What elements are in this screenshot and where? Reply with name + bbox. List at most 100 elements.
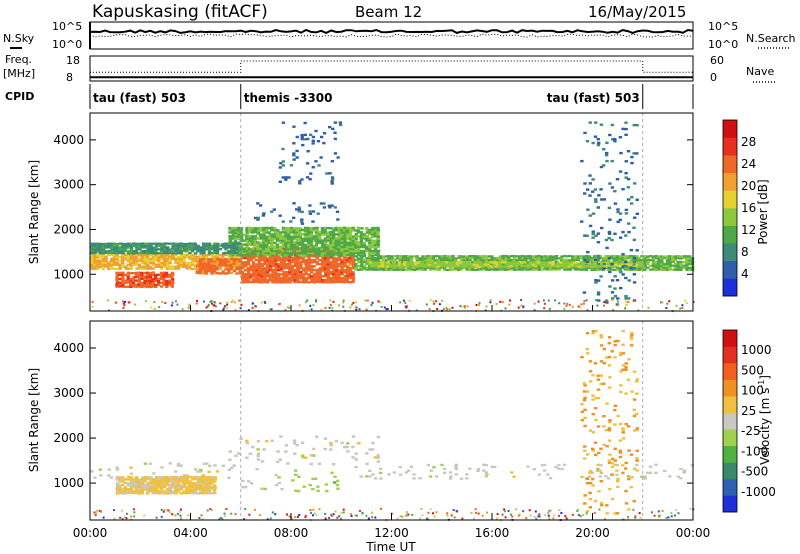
power-cell: [163, 251, 167, 254]
velocity-cell: [185, 490, 189, 493]
velocity-cell: [130, 515, 133, 518]
velocity-cell: [340, 511, 343, 514]
power-cell: [154, 250, 158, 253]
power-cell: [276, 259, 281, 262]
power-cell: [376, 241, 380, 244]
power-cell: [300, 241, 305, 245]
power-cell: [574, 265, 578, 268]
power-cell: [124, 267, 128, 270]
velocity-ytick-label-3: 4000: [53, 341, 84, 355]
power-cell: [461, 263, 465, 266]
power-cell: [684, 299, 687, 302]
power-cell: [597, 194, 601, 197]
power-cell: [356, 252, 361, 255]
power-cell: [367, 256, 372, 260]
power-cell: [404, 258, 408, 262]
power-cell: [235, 248, 239, 251]
power-cell: [590, 268, 594, 271]
power-cell: [321, 275, 325, 278]
velocity-cell: [429, 508, 432, 511]
power-cell: [624, 300, 627, 303]
velocity-cell: [168, 476, 172, 479]
velocity-colorbar-step-2: [723, 462, 737, 480]
power-cell: [626, 297, 631, 300]
power-cell: [606, 255, 611, 258]
velocity-cell: [558, 514, 561, 517]
power-cell: [386, 265, 390, 268]
power-cell: [137, 271, 141, 274]
power-cell: [118, 271, 122, 275]
velocity-cell: [371, 516, 373, 519]
power-cell: [146, 246, 150, 249]
velocity-cell: [599, 501, 604, 505]
power-cell: [395, 257, 399, 260]
power-cell: [662, 255, 666, 258]
power-cell: [256, 252, 260, 255]
power-cell: [210, 268, 214, 271]
power-cell: [140, 267, 144, 270]
power-cell: [517, 257, 522, 260]
velocity-cell: [371, 473, 375, 476]
power-cell: [134, 285, 139, 288]
power-cell: [342, 235, 347, 238]
power-cell: [433, 265, 437, 268]
power-cell: [348, 243, 352, 247]
velocity-cell: [640, 475, 644, 478]
power-cell: [613, 275, 617, 278]
power-cell: [626, 263, 630, 266]
velocity-cell: [275, 460, 280, 464]
power-cell: [435, 300, 438, 303]
velocity-cell: [607, 342, 611, 345]
power-cell: [423, 268, 427, 271]
power-cell: [506, 266, 511, 270]
power-cell: [129, 242, 134, 246]
power-cell: [621, 230, 625, 234]
power-cell: [127, 301, 130, 304]
power-cell: [213, 255, 217, 259]
power-cell: [326, 267, 330, 270]
velocity-cell: [179, 478, 184, 481]
power-cell: [226, 307, 229, 309]
noise-left-tick-top: 10^5: [52, 20, 82, 33]
power-cell: [303, 229, 307, 232]
velocity-cell: [154, 475, 159, 479]
power-cell: [154, 253, 159, 257]
velocity-cell: [582, 382, 587, 385]
velocity-cell: [193, 488, 197, 491]
power-cell: [360, 227, 364, 230]
velocity-cell: [201, 482, 206, 485]
power-cell: [346, 277, 350, 280]
power-cell: [288, 271, 292, 274]
power-cell: [559, 263, 564, 266]
power-cell: [287, 267, 292, 270]
power-cell: [280, 258, 284, 262]
velocity-cell: [141, 478, 145, 481]
velocity-cell: [179, 488, 183, 491]
power-cell: [597, 257, 601, 260]
power-cell: [367, 232, 372, 236]
power-cell: [337, 273, 342, 276]
power-cell: [270, 243, 274, 247]
power-cell: [657, 255, 661, 258]
power-cell: [604, 265, 608, 268]
velocity-cell: [168, 477, 172, 481]
power-cell: [137, 257, 141, 261]
power-cell: [296, 262, 300, 266]
velocity-cell: [591, 330, 596, 333]
power-cell: [379, 255, 383, 258]
power-cell: [213, 268, 217, 271]
velocity-cell: [204, 480, 209, 483]
power-cell: [92, 244, 97, 247]
power-cell: [285, 281, 289, 284]
power-cell: [309, 239, 313, 243]
power-cell: [329, 250, 333, 253]
power-cell: [268, 257, 273, 260]
power-cell: [301, 267, 306, 270]
velocity-cell: [365, 452, 369, 455]
power-cell: [306, 227, 311, 230]
power-cell: [333, 131, 337, 134]
velocity-cell: [123, 488, 127, 491]
velocity-cell: [168, 490, 173, 493]
xtick-label-1: 04:00: [173, 526, 208, 540]
